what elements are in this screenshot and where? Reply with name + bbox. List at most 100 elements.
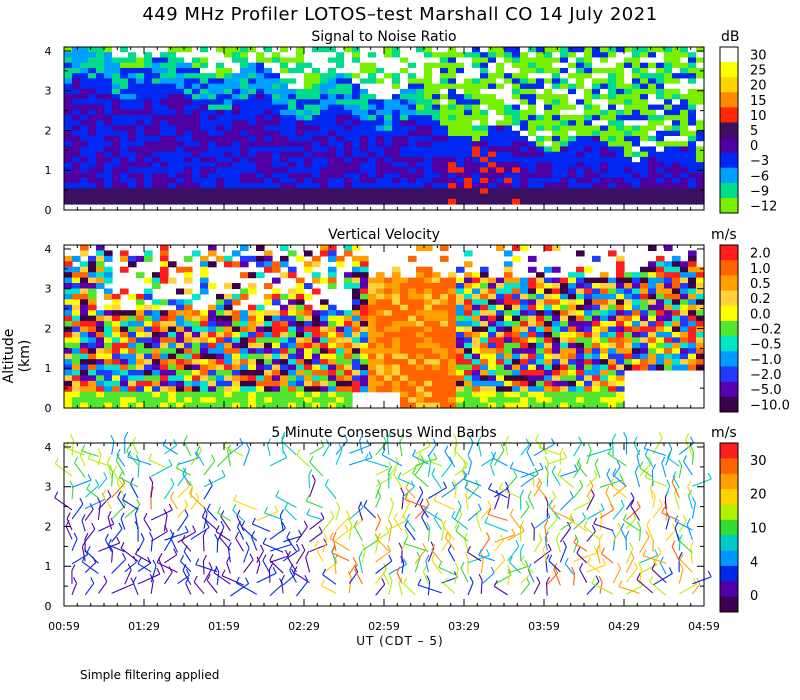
snr-cell (72, 109, 81, 116)
velocity-cell (88, 375, 97, 382)
velocity-cell (488, 359, 497, 366)
velocity-cell (472, 304, 481, 311)
snr-cell (264, 67, 273, 74)
snr-cell (320, 78, 329, 85)
snr-cell (256, 146, 265, 153)
snr-cell (440, 188, 449, 195)
snr-cell (64, 130, 73, 137)
wind-barb-flag (403, 577, 408, 585)
velocity-cell (552, 348, 561, 355)
snr-cell (312, 188, 321, 195)
snr-cell (416, 88, 425, 95)
wind-barb-shaft (236, 515, 245, 532)
velocity-cell (184, 304, 193, 311)
snr-cell (80, 156, 89, 163)
snr-cell (400, 52, 409, 59)
snr-cell (576, 162, 585, 168)
wind-barb-shaft (412, 472, 429, 488)
wind-barb-flag (449, 456, 454, 463)
snr-cell (672, 167, 681, 174)
snr-cell (176, 188, 185, 195)
velocity-cell (536, 310, 545, 317)
snr-cell (152, 146, 161, 153)
snr-cell (320, 83, 329, 90)
snr-cell (576, 52, 585, 59)
snr-cell (624, 183, 633, 189)
snr-cell (400, 83, 409, 90)
snr-cell (504, 47, 513, 53)
snr-cell (328, 67, 337, 74)
wind-barb-shaft (97, 581, 108, 594)
snr-cell (288, 135, 297, 142)
wind-barb-shaft (396, 572, 403, 584)
wind-barb-shaft (375, 467, 392, 476)
snr-cell (328, 94, 337, 100)
velocity-cell (160, 277, 169, 284)
velocity-cell (448, 293, 457, 300)
snr-cell (256, 125, 265, 132)
velocity-cell (352, 272, 361, 279)
snr-cell (96, 193, 105, 200)
wind-barb-flag (135, 547, 139, 555)
velocity-cell (664, 310, 673, 317)
velocity-cell (192, 293, 201, 300)
snr-cell (440, 52, 449, 59)
velocity-cell (376, 277, 385, 284)
snr-cell (64, 67, 73, 74)
velocity-cell (640, 342, 649, 349)
snr-cell (416, 125, 425, 132)
snr-cell (360, 141, 369, 148)
snr-cell (392, 130, 401, 137)
snr-cell (296, 67, 305, 74)
snr-cell (312, 57, 321, 64)
snr-cell (592, 94, 601, 100)
velocity-cell (584, 375, 593, 382)
snr-cell (320, 94, 329, 100)
snr-cell (88, 83, 97, 90)
wind-barb-flag (170, 532, 175, 539)
snr-cell (472, 156, 481, 163)
wind-barb-shaft (132, 442, 139, 455)
snr-cell (624, 177, 633, 184)
velocity-cell (128, 255, 137, 262)
velocity-cell (288, 369, 297, 376)
velocity-cell (648, 304, 657, 311)
wind-barb-shaft (137, 539, 145, 552)
velocity-cell (288, 250, 297, 257)
velocity-cell (288, 353, 297, 360)
velocity-cell (304, 342, 313, 349)
velocity-cell (312, 331, 321, 338)
snr-cell (304, 156, 313, 163)
velocity-cell (80, 283, 89, 290)
velocity-cell (368, 326, 377, 333)
snr-cell (280, 183, 289, 189)
snr-cell (424, 177, 433, 184)
snr-cell (224, 125, 233, 132)
snr-cell (568, 198, 577, 205)
snr-cell (144, 52, 153, 59)
velocity-cell (352, 364, 361, 371)
snr-cell (160, 183, 169, 189)
snr-cell (336, 62, 345, 69)
velocity-cell (280, 304, 289, 311)
snr-cell (616, 104, 625, 111)
velocity-cell (208, 331, 217, 338)
velocity-cell (328, 255, 337, 262)
velocity-cell (664, 364, 673, 371)
velocity-cell (384, 283, 393, 290)
velocity-cell (528, 364, 537, 371)
snr-cell (608, 94, 617, 100)
velocity-cell (504, 293, 513, 300)
velocity-cell (336, 337, 345, 344)
snr-cell (448, 83, 457, 90)
snr-cell (312, 47, 321, 53)
snr-cell (672, 115, 681, 121)
snr-cell (480, 156, 489, 163)
snr-cell (432, 88, 441, 95)
velocity-cell (592, 326, 601, 333)
velocity-cell (672, 293, 681, 300)
snr-cell (344, 47, 353, 53)
snr-cell (296, 162, 305, 168)
velocity-cell (448, 353, 457, 360)
snr-cell (672, 162, 681, 168)
